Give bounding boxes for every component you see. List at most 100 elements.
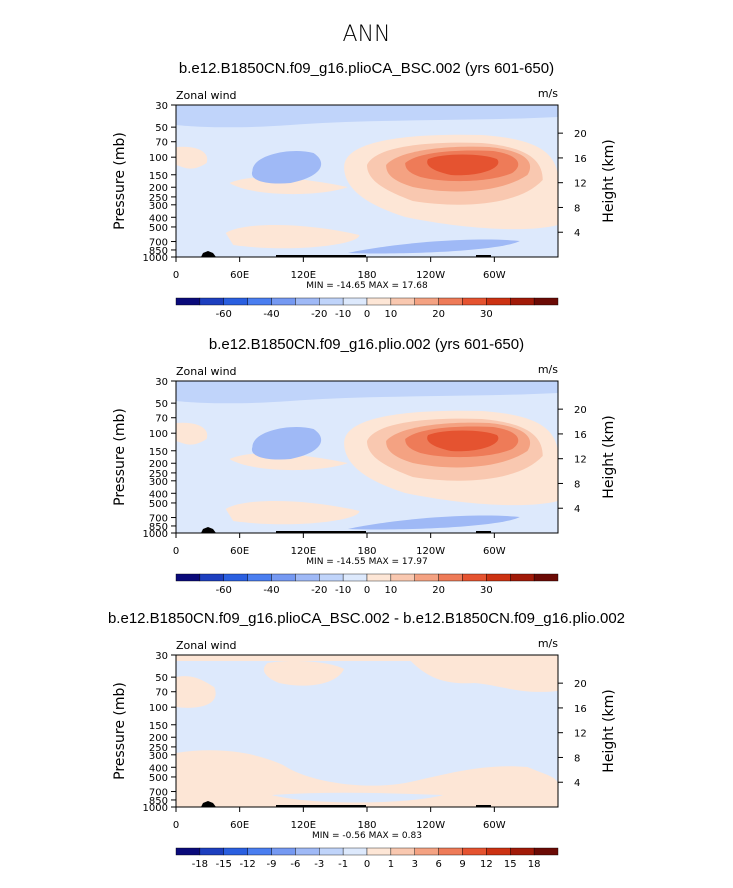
colorbar-swatch [533,847,559,856]
left-label: Zonal wind [176,639,237,652]
y-right-tick-label: 20 [574,405,587,416]
colorbar-label: 0 [364,585,370,596]
y-right-tick-label: 8 [574,479,580,490]
colorbar-swatch [533,297,559,306]
y-tick-label: 400 [149,763,168,774]
y-axis-title: Pressure (mb) [112,132,128,230]
y-right-axis-title: Height (km) [601,415,617,498]
colorbar-swatch [510,847,535,856]
min-max-text: MIN = -0.56 MAX = 0.83 [312,831,422,841]
units-label: m/s [538,637,558,650]
contour-fills [176,105,558,257]
contour-region [405,655,558,692]
min-max-text: MIN = -14.65 MAX = 17.68 [306,281,428,291]
colorbar-swatch [342,847,368,856]
y-right-tick-label: 16 [574,430,587,441]
colorbar-label: 0 [364,309,370,320]
colorbar-label: 15 [504,859,517,870]
y-axis-title: Pressure (mb) [112,408,128,506]
y-tick-label: 200 [149,183,168,194]
colorbar-label: 0 [364,859,370,870]
page-title: ANN [342,22,391,47]
y-right-tick-label: 4 [574,504,580,515]
x-tick-label: 60E [230,546,249,557]
contour-region [176,146,208,169]
y-tick-label: 100 [149,153,168,164]
y-tick-label: 30 [155,651,168,662]
y-tick-label: 200 [149,733,168,744]
y-tick-label: 500 [149,499,168,510]
colorbar-label: -12 [239,859,255,870]
y-right-tick-label: 12 [574,729,587,740]
y-right-axis-title: Height (km) [601,689,617,772]
contour-fills [176,655,558,807]
contour-region [225,224,360,249]
contour-region [176,381,558,404]
y-tick-label: 700 [149,788,168,799]
colorbar-label: -15 [216,859,232,870]
colorbar-label: -40 [263,309,279,320]
contour-region [229,453,348,471]
y-tick-label: 700 [149,238,168,249]
contour-region [176,422,208,445]
colorbar-label: -60 [216,585,232,596]
colorbar-label: 30 [480,309,493,320]
x-tick-label: 180 [357,546,376,557]
x-tick-label: 60E [230,270,249,281]
y-tick-label: 70 [155,688,168,699]
colorbar-label: -10 [335,309,351,320]
contour-region [251,151,322,184]
colorbar-swatch [295,847,320,856]
y-right-tick-label: 16 [574,704,587,715]
y-right-tick-label: 4 [574,228,580,239]
x-tick-label: 60E [230,820,249,831]
x-tick-label: 60W [483,546,506,557]
y-tick-label: 50 [155,673,168,684]
colorbar-swatch [414,847,439,856]
y-tick-label: 200 [149,459,168,470]
contour-region [176,750,558,807]
x-tick-label: 60W [483,820,506,831]
contour-region [176,676,216,708]
x-tick-label: 120E [291,546,316,557]
colorbar-label: -20 [311,309,327,320]
colorbar-label: 10 [385,585,398,596]
y-right-tick-label: 8 [574,753,580,764]
colorbar-swatch [247,847,272,856]
colorbar-label: 6 [435,859,441,870]
y-right-tick-label: 8 [574,203,580,214]
colorbar-label: 18 [528,859,541,870]
colorbar-label: -6 [290,859,300,870]
colorbar-label: 12 [480,859,493,870]
y-tick-label: 700 [149,514,168,525]
colorbar-swatch [486,847,511,856]
contour-region [251,427,322,460]
colorbar-swatch [223,847,248,856]
panel-1-title: b.e12.B1850CN.f09_g16.plioCA_BSC.002 (yr… [178,60,555,77]
y-tick-label: 30 [155,377,168,388]
y-right-tick-label: 20 [574,679,587,690]
colorbar: -60 -40 -20 -10 0 10 20 30 [175,573,559,596]
y-tick-label: 100 [149,429,168,440]
colorbar-label: 20 [432,309,445,320]
contour-region [347,239,520,254]
y-tick-label: 250 [149,743,168,754]
y-tick-label: 150 [149,447,168,458]
contour-region [176,105,558,128]
panel-3-title: b.e12.B1850CN.f09_g16.plioCA_BSC.002 - b… [107,610,626,627]
y-tick-label: 50 [155,399,168,410]
y-right-tick-label: 4 [574,778,580,789]
colorbar-label: 1 [388,859,394,870]
left-label: Zonal wind [176,365,237,378]
y-tick-label: 400 [149,489,168,500]
colorbar-label: -20 [311,585,327,596]
y-right-axis-title: Height (km) [601,139,617,222]
y-tick-label: 150 [149,171,168,182]
y-right-tick-label: 20 [574,129,587,140]
x-tick-label: 60W [483,270,506,281]
colorbar-swatch [390,847,415,856]
x-tick-label: 0 [173,820,179,831]
contour-region [225,500,360,525]
